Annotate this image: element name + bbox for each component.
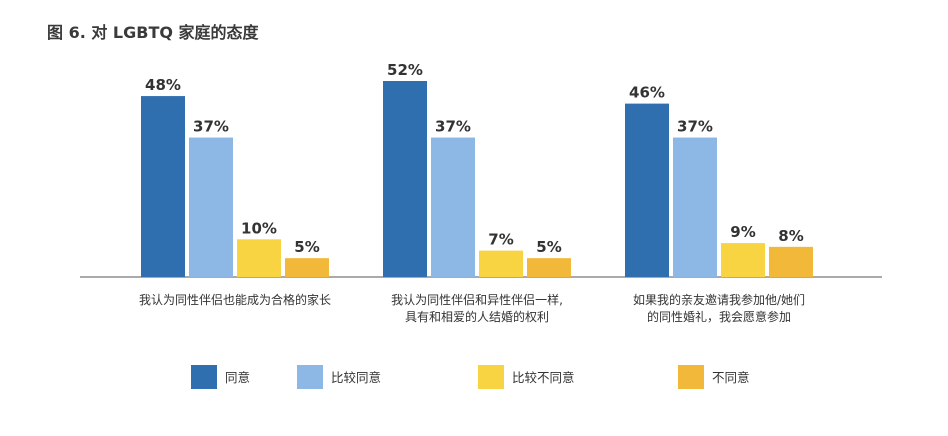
legend-label-2: 比较同意 xyxy=(331,370,381,385)
legend: 同意 比较同意 比较不同意 不同意 xyxy=(191,365,750,389)
category-label-3-line-2: 的同性婚礼，我会愿意参加 xyxy=(647,309,791,324)
bar-3-2 xyxy=(673,137,717,277)
category-label-2-line-2: 具有和相爱的人结婚的权利 xyxy=(405,309,549,324)
bar-2-3 xyxy=(479,250,523,277)
bar-2-2 xyxy=(431,137,475,277)
bar-3-3 xyxy=(721,243,765,277)
bar-3-1 xyxy=(625,103,669,277)
bar-3-4 xyxy=(769,246,813,277)
legend-swatch-2 xyxy=(297,365,323,389)
category-label-2-line-1: 我认为同性伴侣和异性伴侣一样, xyxy=(391,292,563,307)
data-label-1-2: 37% xyxy=(193,118,229,136)
data-label-3-3: 9% xyxy=(730,223,755,241)
category-labels: 我认为同性伴侣也能成为合格的家长 我认为同性伴侣和异性伴侣一样, 具有和相爱的人结婚… xyxy=(139,292,805,324)
bar-2-1 xyxy=(383,81,427,277)
category-label-1-line-1: 我认为同性伴侣也能成为合格的家长 xyxy=(139,292,331,307)
data-label-2-2: 37% xyxy=(435,118,471,136)
data-label-3-1: 46% xyxy=(629,84,665,102)
chart-title: 图 6. 对 LGBTQ 家庭的态度 xyxy=(47,23,259,42)
legend-swatch-1 xyxy=(191,365,217,389)
bar-1-1 xyxy=(141,96,185,277)
data-label-1-3: 10% xyxy=(241,219,277,237)
data-label-2-1: 52% xyxy=(387,61,423,79)
category-label-3-line-1: 如果我的亲友邀请我参加他/她们 xyxy=(633,292,805,307)
data-label-1-1: 48% xyxy=(145,76,181,94)
bar-1-4 xyxy=(285,258,329,277)
bars-group: 48% 37% 10% 5% 52% 37% 7% 5% 46% 37% 9% 8% xyxy=(141,61,813,277)
data-label-3-4: 8% xyxy=(778,227,803,245)
legend-swatch-4 xyxy=(678,365,704,389)
legend-swatch-3 xyxy=(478,365,504,389)
data-label-2-4: 5% xyxy=(536,238,561,256)
bar-2-4 xyxy=(527,258,571,277)
data-label-2-3: 7% xyxy=(488,231,513,249)
legend-label-3: 比较不同意 xyxy=(512,370,575,385)
bar-1-3 xyxy=(237,239,281,277)
data-label-1-4: 5% xyxy=(294,238,319,256)
bar-1-2 xyxy=(189,137,233,277)
legend-label-4: 不同意 xyxy=(712,370,750,385)
data-label-3-2: 37% xyxy=(677,118,713,136)
legend-label-1: 同意 xyxy=(225,370,250,385)
